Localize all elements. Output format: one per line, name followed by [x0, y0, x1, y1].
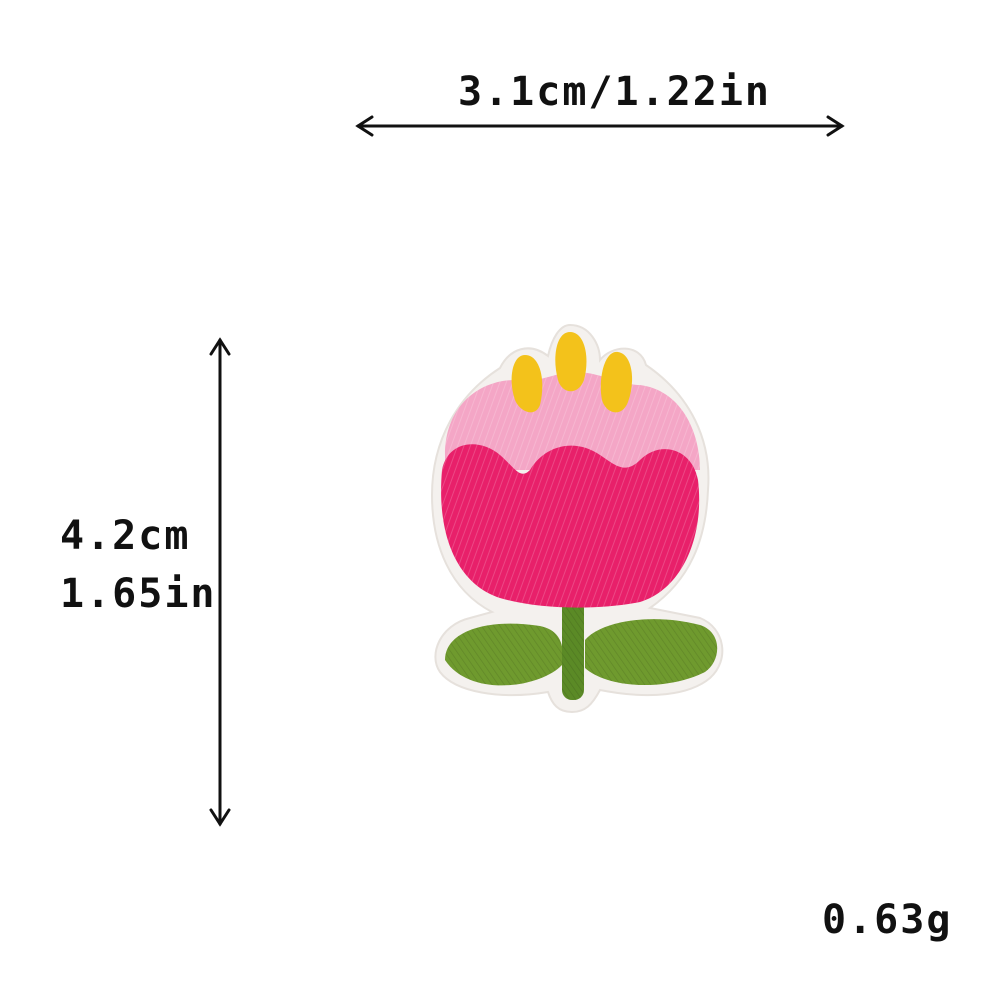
petal-main [441, 444, 700, 608]
vertical-arrow-icon [209, 337, 231, 827]
stem [562, 595, 584, 700]
weight-label: 0.63g [822, 897, 953, 943]
petal-light [445, 372, 700, 470]
stamen-center [555, 332, 587, 392]
stamen-left [511, 355, 543, 413]
leaf-left [445, 623, 563, 686]
width-dimension-label: 3.1cm/1.22in [458, 69, 771, 115]
stamen-right [600, 351, 633, 413]
height-in-label: 1.65in [60, 571, 217, 617]
height-cm-label: 4.2cm [60, 513, 191, 559]
horizontal-arrow-icon [355, 115, 845, 137]
leaf-right [585, 619, 718, 686]
